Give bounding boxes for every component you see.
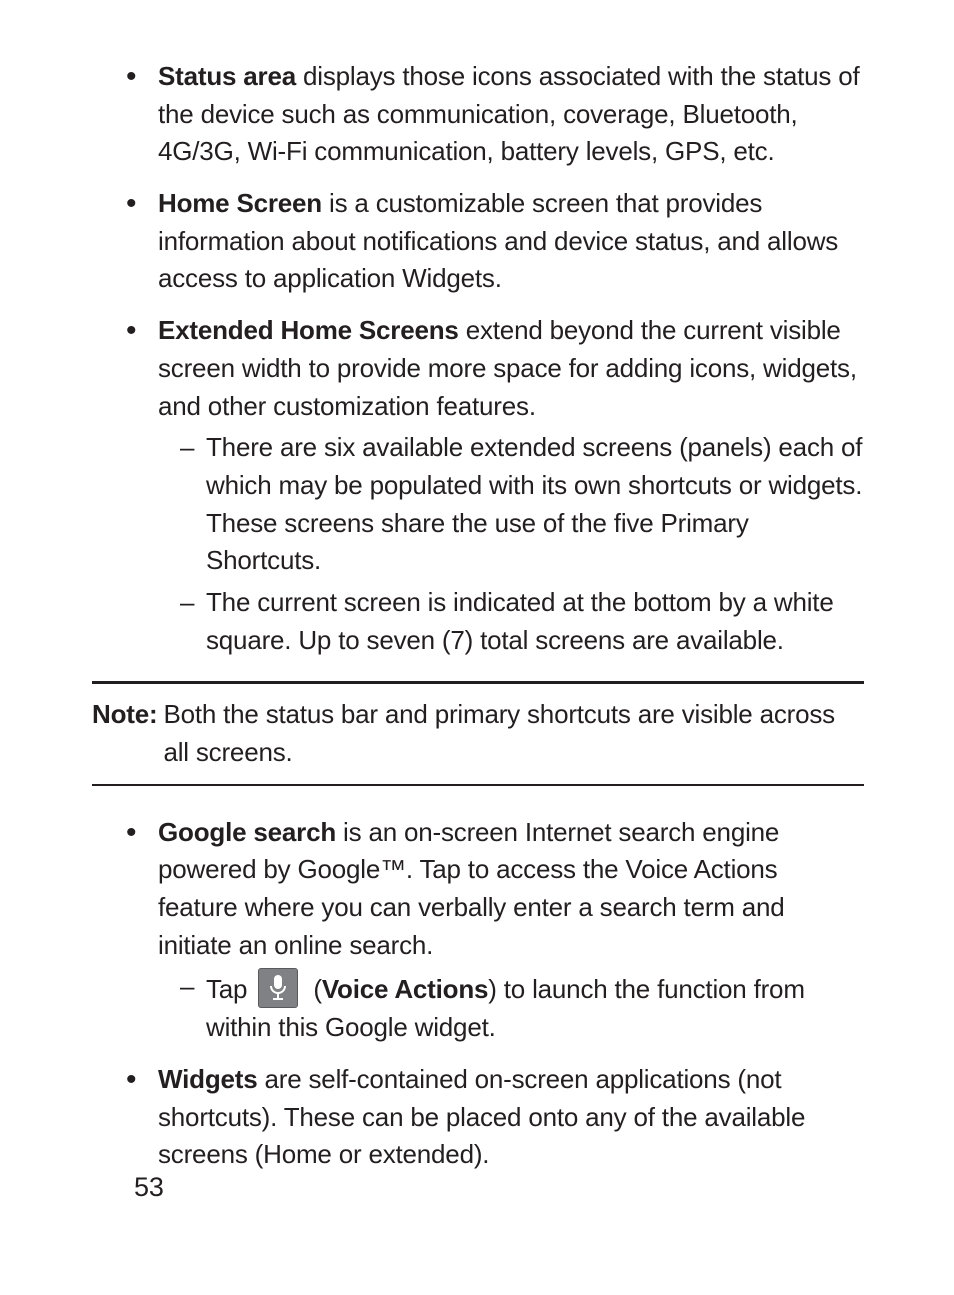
microphone-icon [258,968,298,1008]
sub-text: The current screen is indicated at the b… [206,587,834,655]
sub-item-voice-actions: Tap (Voice Actions) to launch the functi… [180,968,864,1046]
sub-list: There are six available extended screens… [158,429,864,659]
body-text-line2-start: Wi-Fi [248,136,308,166]
body-text-line2: communication, battery levels, GPS, etc. [307,136,774,166]
bullet-widgets: Widgets are self-contained on-screen app… [132,1061,864,1174]
term: Google search [158,817,336,847]
sub-item: There are six available extended screens… [180,429,864,580]
sub-list: Tap (Voice Actions) to launch the functi… [158,968,864,1046]
sub-pre: Tap [206,974,254,1004]
bullet-extended-home: Extended Home Screens extend beyond the … [132,312,864,659]
sub-text: There are six available extended screens… [206,432,862,575]
note-block: Note: Both the status bar and primary sh… [92,681,864,785]
note-body: Both the status bar and primary shortcut… [163,696,864,771]
term: Home Screen [158,188,322,218]
term: Extended Home Screens [158,315,459,345]
sub-va-bold: Voice Actions [322,974,488,1004]
bullet-status-area: Status area displays those icons associa… [132,58,864,171]
top-bullet-list: Status area displays those icons associa… [92,58,864,659]
note-label: Note: [92,696,163,734]
manual-page: Status area displays those icons associa… [0,0,954,1295]
term: Status area [158,61,296,91]
page-number: 53 [134,1168,164,1207]
term: Widgets [158,1064,257,1094]
bullet-home-screen: Home Screen is a customizable screen tha… [132,185,864,298]
bottom-bullet-list: Google search is an on-screen Internet s… [92,814,864,1174]
bullet-google-search: Google search is an on-screen Internet s… [132,814,864,1047]
sub-item: The current screen is indicated at the b… [180,584,864,659]
sub-va-open: ( [313,974,321,1004]
